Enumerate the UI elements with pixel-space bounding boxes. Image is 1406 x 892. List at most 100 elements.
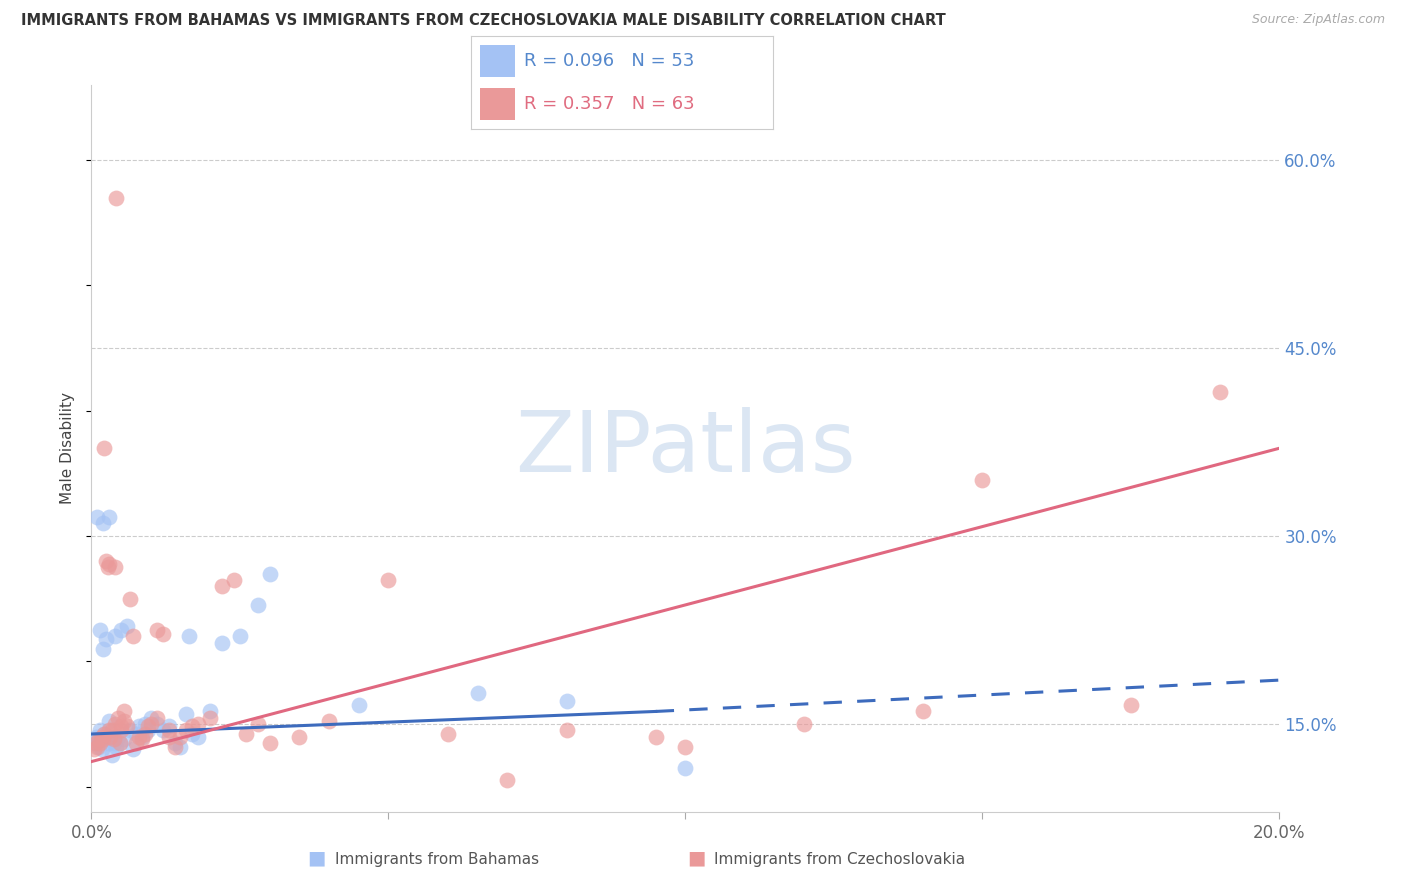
Point (200, 711, 222, 725)
Point (104, 629, 127, 643)
Text: R = 0.096   N = 53: R = 0.096 N = 53 (524, 52, 695, 70)
Point (112, 731, 135, 746)
Text: Immigrants from Czechoslovakia: Immigrants from Czechoslovakia (714, 852, 966, 867)
Point (176, 706, 198, 721)
Point (128, 719, 150, 733)
Point (555, 694, 578, 708)
Point (235, 727, 257, 741)
Point (145, 717, 167, 731)
Point (98, 714, 121, 729)
Point (176, 723, 198, 738)
Point (103, 731, 125, 746)
Text: Source: ZipAtlas.com: Source: ZipAtlas.com (1251, 13, 1385, 27)
Point (89, 623, 111, 637)
Point (115, 619, 138, 633)
Text: ■: ■ (686, 848, 706, 867)
Point (128, 730, 150, 744)
Point (1119, 698, 1142, 713)
Point (105, 190, 128, 204)
Point (84, 730, 107, 744)
Point (87, 739, 110, 754)
Point (181, 719, 204, 733)
Point (288, 730, 311, 744)
Point (112, 705, 135, 719)
Point (246, 717, 269, 731)
Point (110, 723, 132, 738)
Text: ■: ■ (307, 848, 326, 867)
Point (86, 731, 108, 746)
Point (157, 723, 180, 738)
Point (103, 736, 125, 750)
Point (1209, 384, 1232, 399)
Point (318, 714, 340, 729)
Point (972, 473, 994, 487)
Text: ZIPatlas: ZIPatlas (515, 407, 856, 490)
Point (181, 727, 204, 741)
Point (131, 730, 153, 744)
Point (347, 698, 370, 713)
Point (139, 711, 162, 725)
Point (84, 736, 107, 750)
Point (91, 730, 114, 744)
Bar (479, 45, 515, 77)
Point (467, 686, 489, 700)
Point (98, 557, 121, 571)
Point (187, 730, 209, 744)
Point (104, 717, 127, 731)
Point (145, 623, 167, 637)
Point (222, 573, 245, 587)
Point (125, 727, 148, 741)
Point (122, 742, 145, 756)
Point (83, 742, 105, 756)
Point (246, 598, 269, 612)
Point (100, 730, 122, 744)
Y-axis label: Male Disability: Male Disability (60, 392, 76, 504)
Point (96, 632, 118, 646)
Bar (479, 88, 515, 120)
Point (229, 629, 252, 643)
Point (101, 730, 124, 744)
Point (91, 516, 114, 531)
Point (101, 723, 124, 738)
Point (163, 736, 186, 750)
Text: IMMIGRANTS FROM BAHAMAS VS IMMIGRANTS FROM CZECHOSLOVAKIA MALE DISABILITY CORREL: IMMIGRANTS FROM BAHAMAS VS IMMIGRANTS FR… (21, 13, 946, 29)
Point (86, 510, 108, 524)
Point (157, 719, 180, 733)
Point (108, 736, 131, 750)
Point (89, 723, 111, 738)
Point (91, 742, 114, 756)
Point (107, 730, 129, 744)
Point (436, 727, 458, 741)
Point (112, 714, 135, 729)
Point (100, 731, 122, 746)
Point (145, 711, 167, 725)
Point (118, 591, 141, 606)
Point (134, 717, 156, 731)
Point (136, 719, 159, 733)
Point (377, 573, 399, 587)
Text: R = 0.357   N = 63: R = 0.357 N = 63 (524, 95, 695, 113)
Point (110, 719, 132, 733)
Point (259, 736, 281, 750)
Point (673, 761, 696, 775)
Point (83, 736, 105, 750)
Point (125, 736, 148, 750)
Point (115, 719, 138, 733)
Point (89, 736, 111, 750)
Point (200, 705, 222, 719)
Point (91, 731, 114, 746)
Point (673, 739, 696, 754)
Point (911, 705, 934, 719)
Point (211, 579, 233, 593)
Point (793, 717, 815, 731)
Point (98, 510, 121, 524)
Point (93, 442, 115, 456)
Point (496, 773, 519, 788)
Point (187, 717, 209, 731)
Point (105, 739, 128, 754)
Point (152, 723, 174, 738)
Point (134, 727, 156, 741)
Point (96, 554, 118, 568)
Point (139, 717, 162, 731)
Point (259, 566, 281, 581)
